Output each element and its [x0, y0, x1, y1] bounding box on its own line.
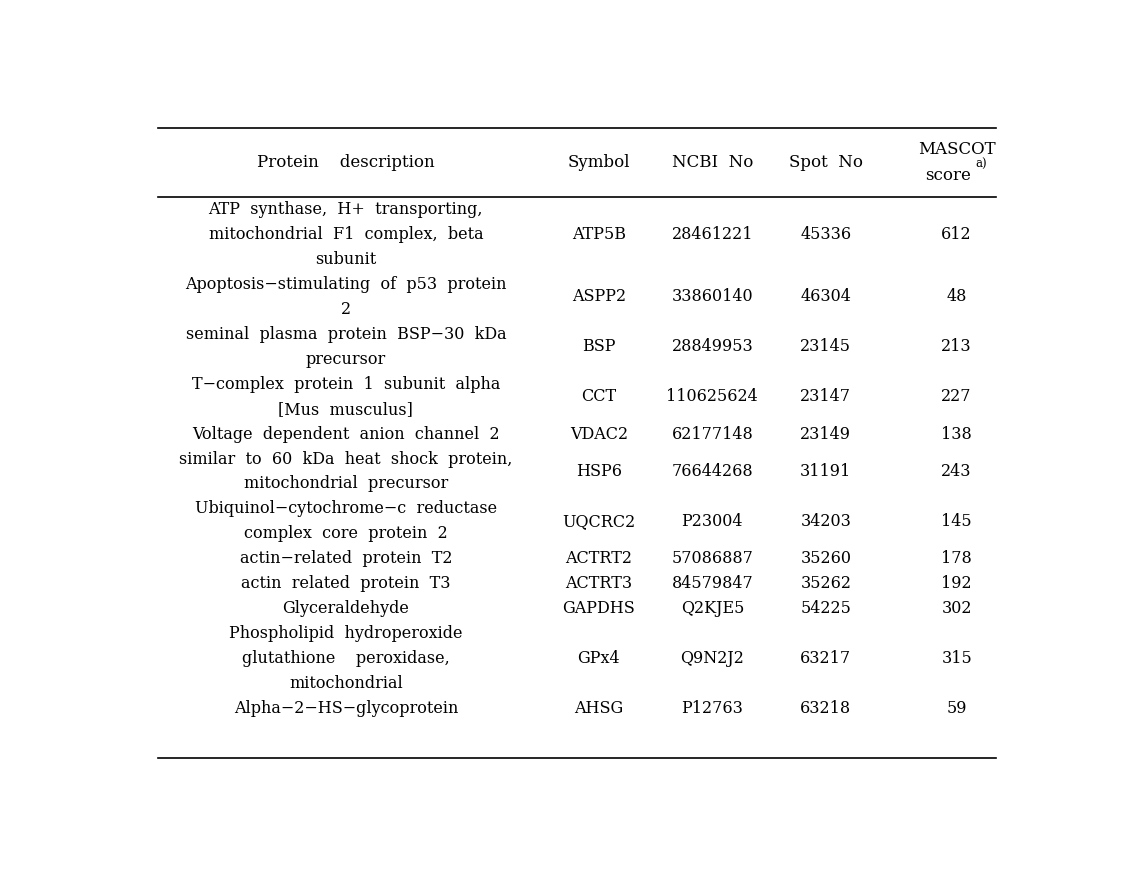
Text: 2: 2 — [341, 300, 351, 318]
Text: Spot  No: Spot No — [789, 154, 863, 171]
Text: mitochondrial: mitochondrial — [289, 675, 403, 692]
Text: Protein    description: Protein description — [257, 154, 435, 171]
Text: VDAC2: VDAC2 — [570, 426, 628, 442]
Text: 54225: 54225 — [801, 600, 851, 618]
Text: 28461221: 28461221 — [671, 226, 753, 243]
Text: Alpha−2−HS−glycoprotein: Alpha−2−HS−glycoprotein — [233, 700, 458, 717]
Text: NCBI  No: NCBI No — [671, 154, 753, 171]
Text: mitochondrial  F1  complex,  beta: mitochondrial F1 complex, beta — [208, 226, 483, 243]
Text: similar  to  60  kDa  heat  shock  protein,: similar to 60 kDa heat shock protein, — [179, 450, 512, 468]
Text: BSP: BSP — [582, 338, 616, 355]
Text: CCT: CCT — [581, 388, 616, 405]
Text: 63217: 63217 — [801, 650, 851, 667]
Text: 315: 315 — [941, 650, 972, 667]
Text: P23004: P23004 — [681, 513, 743, 530]
Text: 23147: 23147 — [801, 388, 851, 405]
Text: 213: 213 — [941, 338, 972, 355]
Text: ACTRT3: ACTRT3 — [565, 575, 633, 592]
Text: UQCRC2: UQCRC2 — [562, 513, 635, 530]
Text: seminal  plasma  protein  BSP−30  kDa: seminal plasma protein BSP−30 kDa — [186, 326, 506, 343]
Text: 302: 302 — [941, 600, 972, 618]
Text: T−complex  protein  1  subunit  alpha: T−complex protein 1 subunit alpha — [191, 375, 500, 393]
Text: GPx4: GPx4 — [578, 650, 620, 667]
Text: subunit: subunit — [315, 251, 376, 268]
Text: 34203: 34203 — [801, 513, 851, 530]
Text: 138: 138 — [941, 426, 972, 442]
Text: Q2KJE5: Q2KJE5 — [680, 600, 744, 618]
Text: 110625624: 110625624 — [667, 388, 758, 405]
Text: 84579847: 84579847 — [671, 575, 753, 592]
Text: Glyceraldehyde: Glyceraldehyde — [283, 600, 409, 618]
Text: ACTRT2: ACTRT2 — [565, 550, 633, 567]
Text: 23145: 23145 — [801, 338, 851, 355]
Text: [Mus  musculus]: [Mus musculus] — [278, 401, 413, 417]
Text: 45336: 45336 — [801, 226, 851, 243]
Text: 62177148: 62177148 — [671, 426, 753, 442]
Text: Voltage  dependent  anion  channel  2: Voltage dependent anion channel 2 — [193, 426, 500, 442]
Text: 63218: 63218 — [801, 700, 851, 717]
Text: complex  core  protein  2: complex core protein 2 — [244, 525, 448, 543]
Text: 243: 243 — [941, 463, 972, 480]
Text: 28849953: 28849953 — [671, 338, 753, 355]
Text: Q9N2J2: Q9N2J2 — [680, 650, 744, 667]
Text: 46304: 46304 — [801, 288, 851, 306]
Text: GAPDHS: GAPDHS — [563, 600, 635, 618]
Text: 33860140: 33860140 — [671, 288, 753, 306]
Text: ASPP2: ASPP2 — [572, 288, 626, 306]
Text: 76644268: 76644268 — [671, 463, 753, 480]
Text: score: score — [926, 167, 971, 184]
Text: 145: 145 — [941, 513, 972, 530]
Text: a): a) — [975, 159, 986, 172]
Text: mitochondrial  precursor: mitochondrial precursor — [243, 476, 448, 492]
Text: Apoptosis−stimulating  of  p53  protein: Apoptosis−stimulating of p53 protein — [185, 276, 507, 293]
Text: HSP6: HSP6 — [575, 463, 622, 480]
Text: 23149: 23149 — [801, 426, 851, 442]
Text: glutathione    peroxidase,: glutathione peroxidase, — [242, 650, 449, 667]
Text: Symbol: Symbol — [568, 154, 631, 171]
Text: 178: 178 — [941, 550, 972, 567]
Text: Ubiquinol−cytochrome−c  reductase: Ubiquinol−cytochrome−c reductase — [195, 501, 497, 517]
Text: 612: 612 — [941, 226, 972, 243]
Text: ATP5B: ATP5B — [572, 226, 626, 243]
Text: P12763: P12763 — [681, 700, 743, 717]
Text: 192: 192 — [941, 575, 972, 592]
Text: 48: 48 — [947, 288, 967, 306]
Text: 35262: 35262 — [801, 575, 851, 592]
Text: 57086887: 57086887 — [671, 550, 753, 567]
Text: 35260: 35260 — [801, 550, 851, 567]
Text: precursor: precursor — [305, 351, 386, 368]
Text: actin−related  protein  T2: actin−related protein T2 — [240, 550, 452, 567]
Text: ATP  synthase,  H+  transporting,: ATP synthase, H+ transporting, — [208, 201, 483, 218]
Text: 31191: 31191 — [801, 463, 851, 480]
Text: MASCOT: MASCOT — [918, 141, 995, 159]
Text: 59: 59 — [947, 700, 967, 717]
Text: actin  related  protein  T3: actin related protein T3 — [241, 575, 450, 592]
Text: 227: 227 — [941, 388, 972, 405]
Text: AHSG: AHSG — [574, 700, 624, 717]
Text: Phospholipid  hydroperoxide: Phospholipid hydroperoxide — [229, 625, 463, 642]
